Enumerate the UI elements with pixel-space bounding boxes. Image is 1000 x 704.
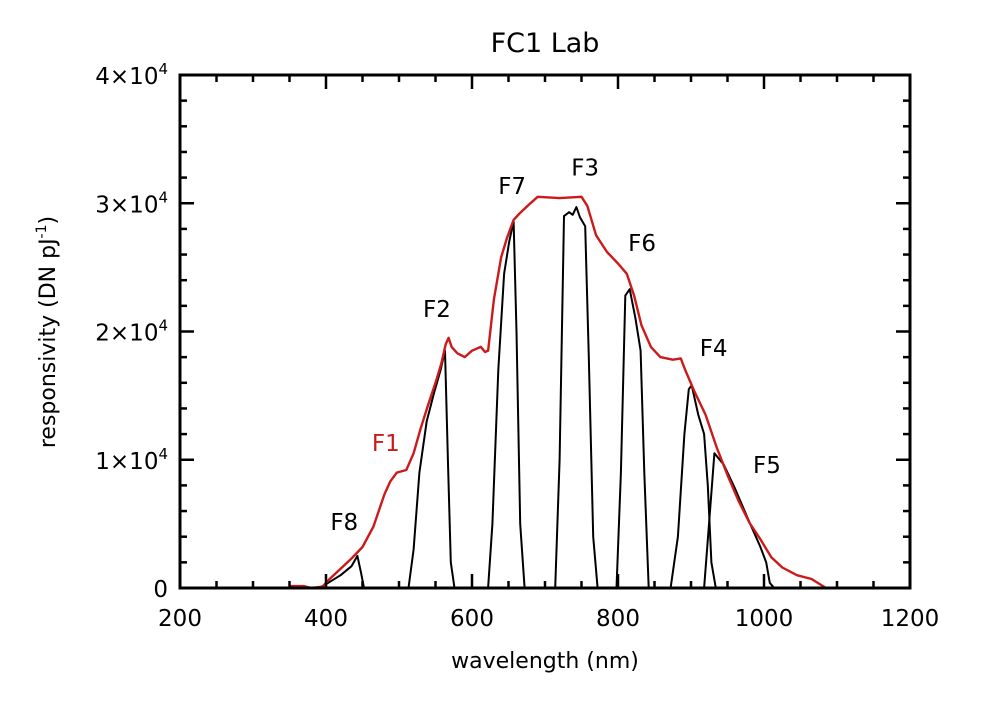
y-tick-label-exp: 4 [158, 445, 168, 463]
y-tick-label-base: 3×10 [95, 192, 158, 218]
chart-title: FC1 Lab [491, 28, 600, 59]
y-tick-label-base: 2×10 [95, 321, 158, 347]
y-tick-label: 2×104 [95, 317, 168, 347]
x-tick-label: 800 [596, 606, 640, 632]
x-tick-labels: 200 400 600 800 1000 1200 [158, 606, 939, 632]
y-axis-label-end: ) [36, 216, 61, 225]
series-line-F5 [703, 452, 775, 589]
annotations: F8 F1 F2 F7 F3 F6 F4 F5 [330, 155, 781, 536]
series-line-F7 [487, 220, 526, 589]
series-line-F6 [615, 288, 650, 589]
y-tick-label-exp: 4 [158, 317, 168, 335]
annotation-F5: F5 [753, 453, 781, 479]
series-line-F3 [554, 206, 599, 589]
y-tick-label: 4×104 [95, 60, 168, 90]
series-layer [289, 195, 827, 590]
annotation-F6: F6 [628, 231, 656, 257]
series-line-F2 [407, 349, 456, 589]
y-tick-label-exp: 4 [158, 188, 168, 206]
x-tick-label: 200 [158, 606, 202, 632]
y-tick-label: 3×104 [95, 188, 168, 218]
y-tick-label: 1×104 [95, 445, 168, 475]
y-tick-label-base: 0 [153, 577, 168, 603]
series-line-F1 [289, 195, 827, 590]
y-tick-label: 0 [153, 577, 168, 603]
x-tick-label: 1200 [881, 606, 940, 632]
axis-ticks [178, 73, 912, 590]
x-axis-label: wavelength (nm) [451, 649, 639, 674]
annotation-F2: F2 [423, 297, 451, 323]
y-axis-label-main: responsivity (DN pJ [36, 238, 61, 448]
plot-frame [178, 73, 912, 590]
y-tick-label-exp: 4 [158, 60, 168, 78]
y-axis-label-sup: -1 [34, 224, 50, 238]
annotation-F3: F3 [571, 155, 599, 181]
y-tick-label-base: 4×10 [95, 64, 158, 90]
annotation-F1: F1 [372, 431, 400, 457]
annotation-F4: F4 [700, 336, 728, 362]
series-line-F4 [669, 384, 717, 589]
x-tick-label: 400 [304, 606, 348, 632]
y-tick-label-base: 1×10 [95, 449, 158, 475]
y-axis-label: responsivity (DN pJ-1) [34, 216, 61, 448]
annotation-F8: F8 [330, 510, 358, 536]
x-tick-label: 1000 [735, 606, 794, 632]
annotation-F7: F7 [498, 174, 526, 200]
x-tick-label: 600 [450, 606, 494, 632]
